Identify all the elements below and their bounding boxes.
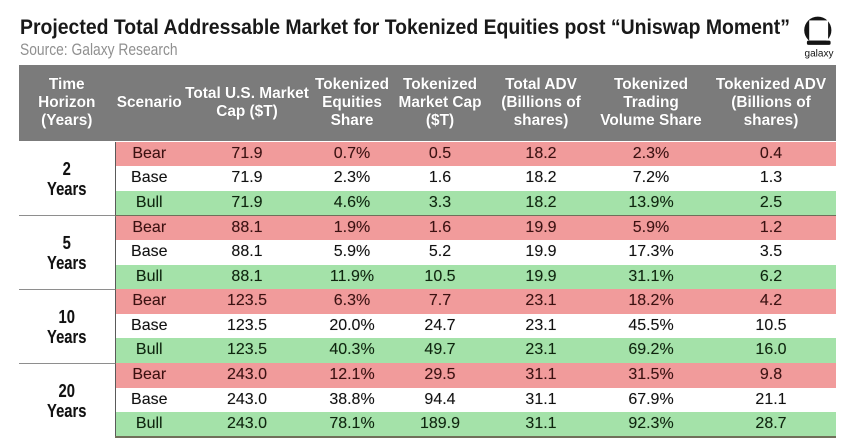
svg-text:galaxy: galaxy bbox=[805, 49, 834, 60]
